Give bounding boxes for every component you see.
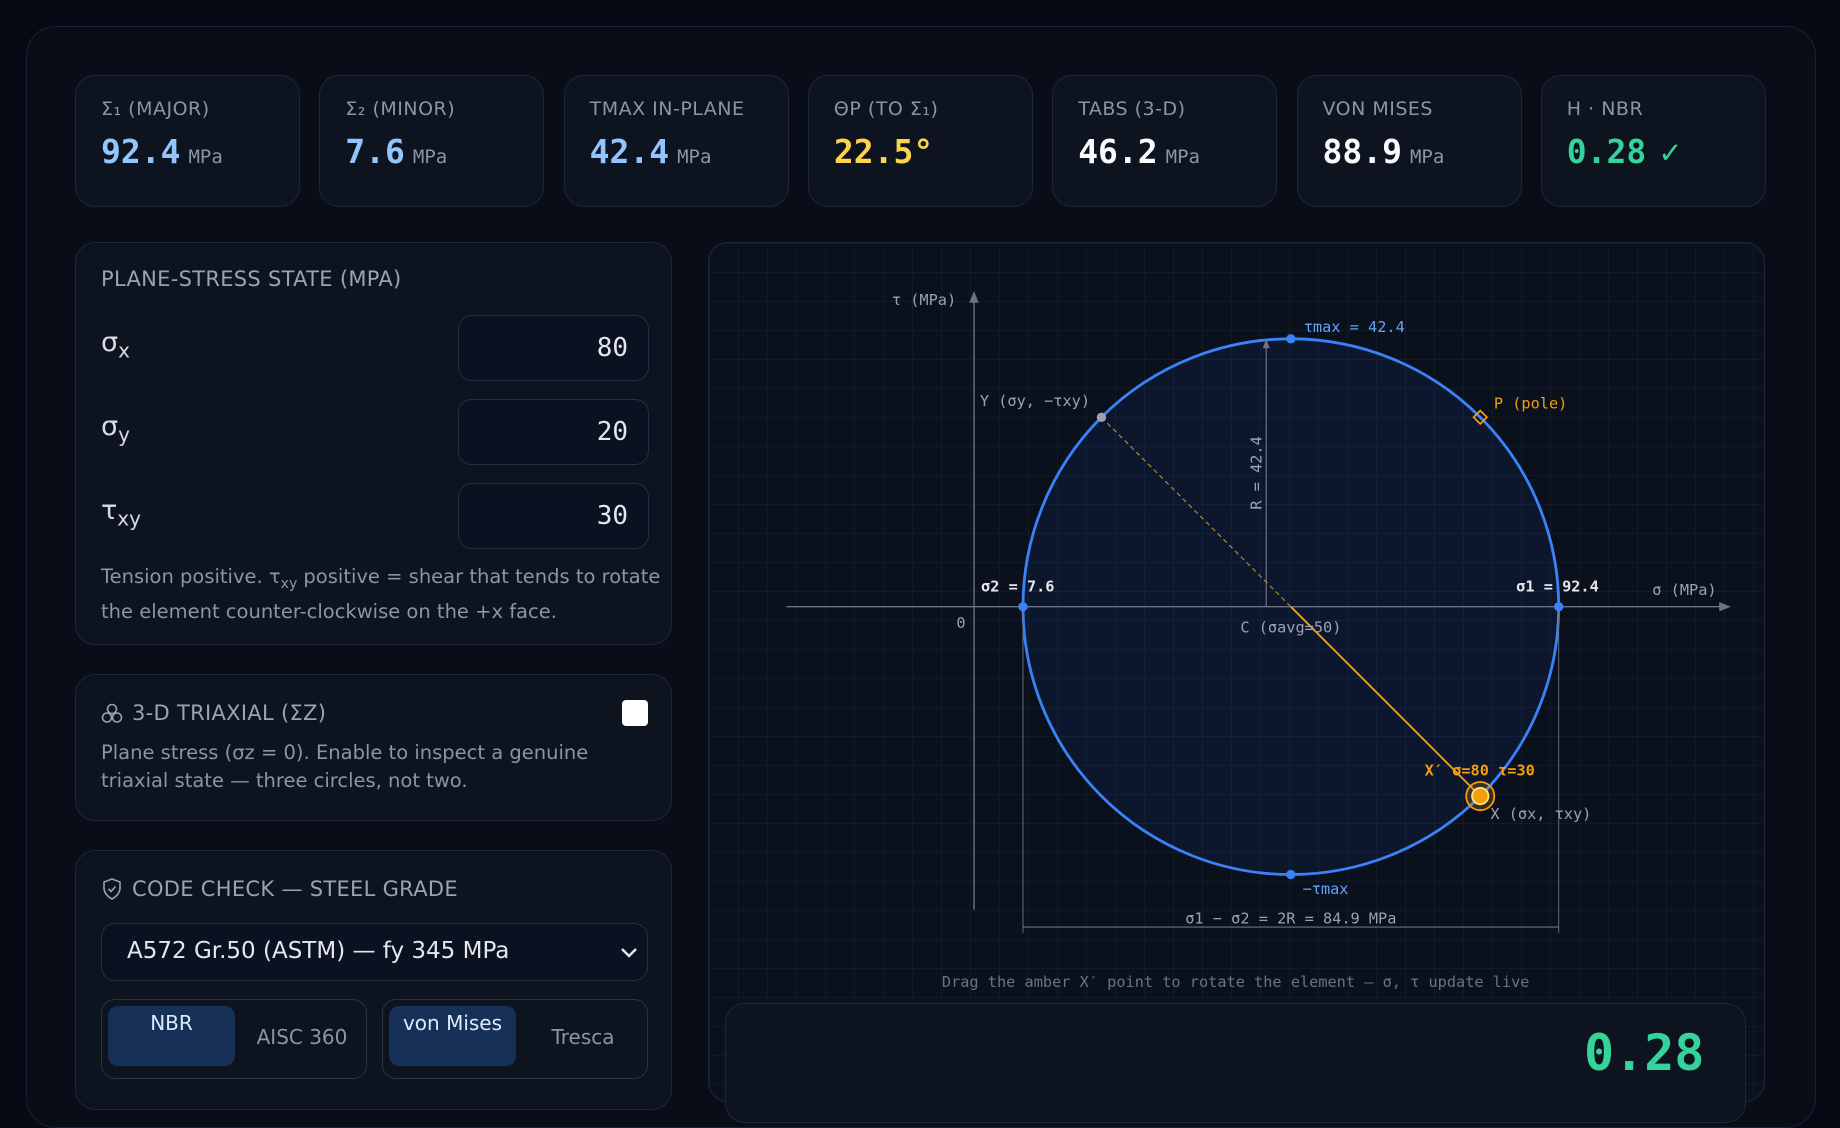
value: 92.4 [101,132,181,171]
subscript: x [118,338,130,363]
arrow [1262,338,1270,349]
diagram-label: Y (σy, −τxy) [980,392,1090,410]
diagram-label: τ (MPa) [892,291,956,309]
input-label: τxy [101,495,141,530]
stat-card: VON MISES 88.9 MPa [1296,75,1522,207]
number-input[interactable]: 20 [458,399,649,465]
diagram-label: 0 [956,614,965,632]
page: Σ₁ (MAJOR) 92.4 MPa Σ₂ (MINOR) 7.6 MPa TMAX IN… [26,26,1816,1128]
unit: MPa [188,146,223,168]
stat-label: TMAX IN-PLANE [589,98,745,120]
unit: MPa [412,146,448,168]
value: 22.5° [833,132,934,171]
value: 0.28 [1566,132,1647,171]
y-point [1096,412,1107,422]
stress-panel: PLANE-STRESS STATE (MPA) σx 80 σy 20 τxy 30 T… [75,242,672,645]
checkbox[interactable] [622,700,648,726]
diagram-label: −τmax [1303,880,1349,898]
stat-value: 92.4 MPa [101,132,223,171]
value: 42.4 [589,132,670,171]
stat-value: 0.28 ✓ [1567,132,1680,171]
panel-title: PLANE-STRESS STATE (MPA) [101,267,402,291]
unit: MPa [677,146,712,168]
stat-card: Σ₁ (MAJOR) 92.4 MPa [75,75,300,207]
mohr-diagram: τ (MPa) τmax = 42.4 P (pole) Y (σy, −τxy) R … [786,291,1731,991]
select-text: A572 Gr.50 (ASTM) — fy 345 MPa [127,938,510,964]
arrow [1719,602,1731,612]
value: 88.9 [1322,132,1402,171]
note: Plane stress (σz = 0). Enable to inspect… [101,741,589,792]
stat-value: 88.9 MPa [1323,132,1445,171]
grade-select[interactable]: A572 Gr.50 (ASTM) — fy 345 MPa [101,923,648,981]
triaxial-panel: 3-D TRIAXIAL (ΣZ) Plane stress (σz = 0).… [75,674,672,821]
diagram-label: σ2 = 7.6 [981,577,1054,595]
unit: MPa [1165,146,1200,168]
diagram-label: σ1 − σ2 = 2R = 84.9 MPa [1185,910,1396,928]
input-label: σx [101,327,130,362]
arrow [969,291,979,303]
diagram-label: σ (MPa) [1652,581,1716,599]
drag-handle[interactable] [1471,787,1490,806]
x-radius [1290,606,1481,797]
note-text: Tension positive. τ [101,565,281,588]
note: Tension positive. τxy positive = shear t… [101,563,661,626]
chevron [621,948,637,958]
symbol: σ [101,327,119,358]
stat-label: Σ₂ (MINOR) [345,98,456,120]
unit: MPa [1409,146,1445,168]
point [1286,869,1296,880]
number-input[interactable]: 30 [458,483,649,549]
icon [103,878,121,900]
stat-label: VON MISES [1322,98,1433,120]
check: ✓ [1660,132,1681,171]
point [1018,602,1028,612]
stat-label: TABS (3-D) [1078,98,1186,120]
stat-label: ΘP (TO Σ₁) [833,98,939,120]
input-label: σy [101,411,130,446]
diagram-label: P (pole) [1494,394,1567,412]
stat-value: 42.4 MPa [590,132,712,171]
stat-card: Σ₂ (MINOR) 7.6 MPa [319,75,545,207]
diagram-label: C (σavg=50) [1240,619,1341,637]
value: 46.2 [1078,132,1158,171]
stat-label: Σ₁ (MAJOR) [101,98,210,120]
symbol: τ [101,495,118,526]
stat-label: H · NBR [1566,98,1644,120]
point [1286,334,1296,344]
diagram-label: σ1 = 92.4 [1516,577,1599,595]
number-input[interactable]: 80 [458,315,649,381]
panel-title: 3-D TRIAXIAL (ΣZ) [132,701,327,725]
subscript: y [118,422,130,447]
mohr-panel [708,242,1765,1102]
value: 7.6 [345,132,405,171]
y-radius [1101,416,1292,608]
point [1554,602,1564,612]
diagram-label: X (σx, τxy) [1490,805,1591,823]
stat-card: H · NBR 0.28 ✓ [1540,75,1766,207]
stat-card: TABS (3-D) 46.2 MPa [1052,75,1278,207]
diagram-label: τmax = 42.4 [1304,318,1405,336]
diagram-label: X′ σ=80 τ=30 [1425,762,1535,780]
panel-title: CODE CHECK — STEEL GRADE [132,877,458,901]
stat-value: 7.6 MPa [345,132,447,171]
icon [101,703,123,723]
subscript: xy [117,506,141,531]
stat-value: 22.5° [834,132,933,171]
pole [1472,409,1489,426]
stat-card: TMAX IN-PLANE 42.4 MPa [563,75,789,207]
diagram-label: Drag the amber X′ point to rotate the el… [942,973,1530,991]
diagram-label: R = 42.4 [1248,436,1266,509]
note-text: positive = shear that tends to rotate th… [101,565,661,623]
note-sub: xy [280,575,298,592]
stat-card: ΘP (TO Σ₁) 22.5° [807,75,1033,207]
stat-value: 46.2 MPa [1078,132,1200,171]
symbol: σ [101,411,119,442]
